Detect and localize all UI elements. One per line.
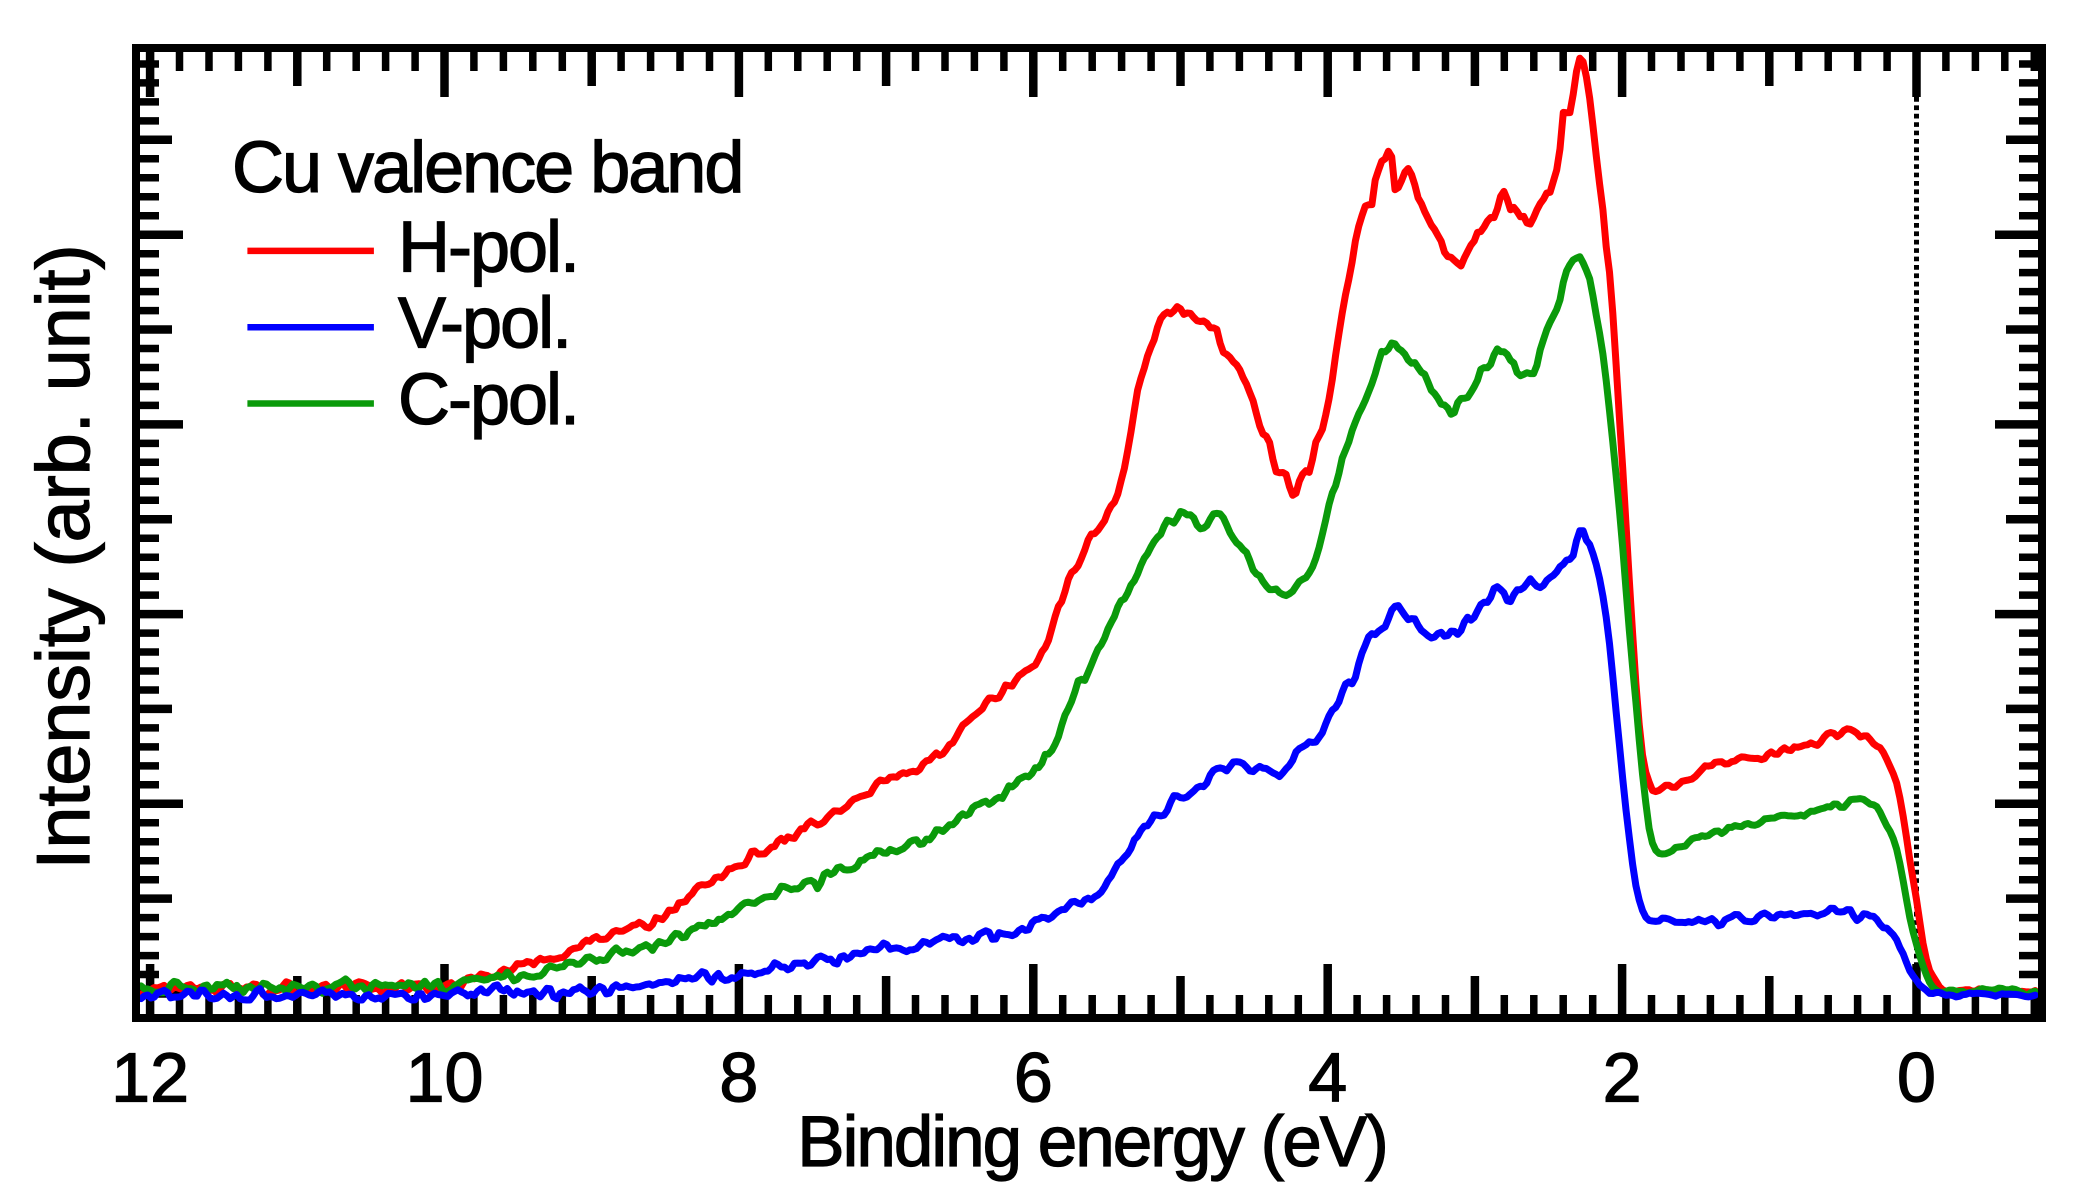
svg-text:V-pol.: V-pol. bbox=[398, 284, 570, 364]
svg-text:C-pol.: C-pol. bbox=[398, 360, 578, 440]
svg-text:H-pol.: H-pol. bbox=[398, 207, 578, 287]
svg-text:Binding energy (eV): Binding energy (eV) bbox=[797, 1103, 1387, 1182]
svg-text:Intensity (arb. unit): Intensity (arb. unit) bbox=[21, 244, 105, 869]
svg-text:6: 6 bbox=[1014, 1039, 1053, 1117]
svg-text:2: 2 bbox=[1603, 1039, 1642, 1117]
svg-text:0: 0 bbox=[1897, 1039, 1936, 1117]
svg-text:12: 12 bbox=[111, 1039, 189, 1117]
svg-text:Cu valence band: Cu valence band bbox=[232, 128, 742, 208]
svg-text:4: 4 bbox=[1308, 1039, 1347, 1117]
svg-text:8: 8 bbox=[719, 1039, 758, 1117]
svg-text:10: 10 bbox=[406, 1039, 484, 1117]
